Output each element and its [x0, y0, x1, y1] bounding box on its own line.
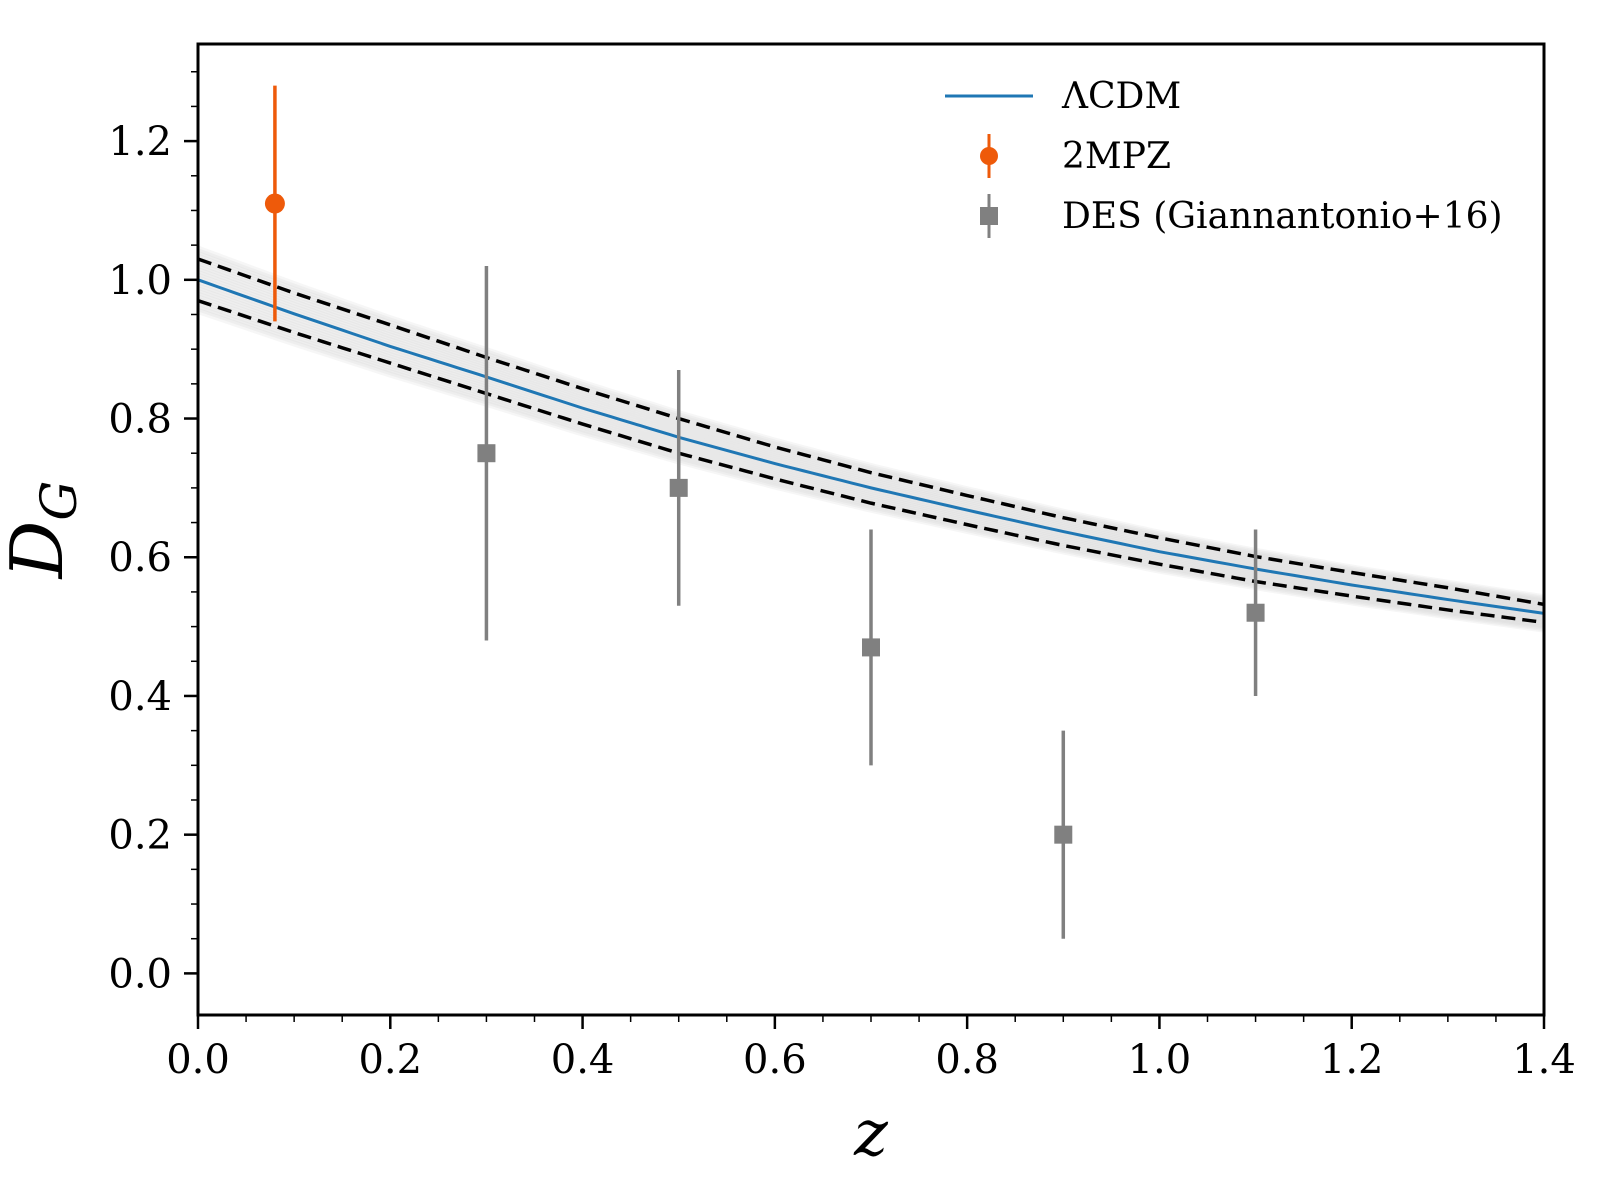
model-sample-curve [198, 281, 1544, 619]
2mpz-point [264, 85, 285, 322]
y-axis-label-subscript: G [30, 481, 88, 521]
square-marker [477, 444, 496, 463]
des-point [862, 529, 880, 766]
des-point [477, 265, 496, 641]
square-marker [1246, 603, 1265, 622]
model-sample-curve [198, 259, 1544, 608]
y-tick-label: 1.2 [108, 119, 172, 165]
y-tick-label: 0.8 [108, 397, 172, 443]
legend-2mpz-label: 2MPZ [1062, 136, 1171, 177]
square-marker [1054, 825, 1073, 844]
y-tick-label: 0.2 [108, 813, 172, 859]
model-sample-curve [198, 267, 1544, 612]
des-point [1246, 529, 1265, 696]
upper-bound-line [198, 257, 1544, 607]
model-sample-curve [198, 305, 1544, 632]
y-tick-label: 0.4 [108, 674, 172, 720]
model-sample-curve [198, 302, 1544, 630]
model-sample-curve [198, 272, 1544, 615]
x-axis-ticks: 0.0 0.2 0.4 0.6 0.8 1.0 1.2 1.4 [166, 1015, 1576, 1083]
x-tick-label: 0.0 [166, 1037, 230, 1083]
x-tick-label: 0.4 [551, 1037, 615, 1083]
model-sample-curve [198, 289, 1544, 623]
model-sample-curve [198, 251, 1544, 604]
model-sample-curve [198, 283, 1544, 620]
lower-bound-line [198, 298, 1544, 625]
des-point [1054, 730, 1073, 939]
lcdm-line [198, 278, 1544, 615]
y-tick-label: 0.6 [108, 535, 172, 581]
legend-lcdm-label: ΛCDM [1061, 76, 1181, 117]
x-tick-label: 0.2 [358, 1037, 422, 1083]
data-points [264, 85, 1265, 939]
x-tick-label: 0.6 [743, 1037, 807, 1083]
legend-2mpz-marker [980, 147, 998, 165]
y-tick-label: 0.0 [108, 951, 172, 997]
square-marker [669, 478, 688, 497]
x-tick-label: 1.4 [1512, 1037, 1576, 1083]
y-axis-label-main: D [0, 521, 79, 581]
x-tick-label: 1.2 [1320, 1037, 1384, 1083]
des-point [669, 369, 688, 606]
model-sample-curve [198, 248, 1544, 602]
model-sample-curve [198, 264, 1544, 611]
circle-marker [264, 193, 285, 214]
y-tick-label: 1.0 [108, 258, 172, 304]
model-sample-curve [198, 270, 1544, 613]
legend-des-label: DES (Giannantonio+16) [1062, 196, 1503, 237]
model-sample-curve [198, 245, 1544, 601]
model-sample-curve [198, 286, 1544, 622]
y-axis-ticks: 0.0 0.2 0.4 0.6 0.8 1.0 1.2 [108, 70, 198, 997]
x-tick-label: 1.0 [1128, 1037, 1192, 1083]
y-axis-label: DG [0, 481, 88, 581]
model-sample-curve [198, 262, 1544, 609]
lcdm-curve [198, 278, 1544, 615]
legend-des-marker [980, 207, 998, 225]
dashed-bounds [198, 257, 1544, 625]
square-marker [862, 638, 880, 657]
legend: ΛCDM 2MPZ DES (Giannantonio+16) [945, 76, 1503, 238]
x-tick-label: 0.8 [935, 1037, 999, 1083]
model-sample-curve [198, 291, 1544, 625]
x-axis-label: z [853, 1097, 889, 1171]
model-sample-curve [198, 308, 1544, 633]
